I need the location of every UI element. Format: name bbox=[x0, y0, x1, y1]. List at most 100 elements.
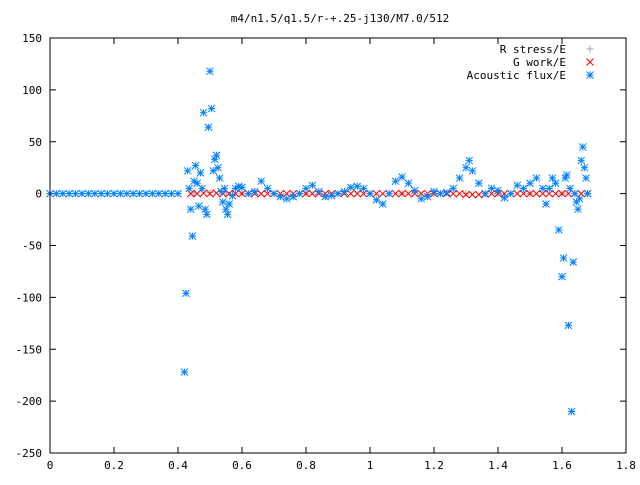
marker-stroke bbox=[538, 184, 547, 193]
x-tick-label: 1.8 bbox=[616, 459, 636, 472]
y-tick-label: 150 bbox=[22, 32, 42, 45]
marker-stroke bbox=[154, 189, 163, 198]
marker-stroke bbox=[185, 184, 194, 193]
marker-stroke bbox=[209, 166, 218, 175]
data-point bbox=[404, 189, 413, 198]
marker-stroke bbox=[586, 71, 594, 79]
data-point bbox=[372, 195, 381, 204]
data-point bbox=[455, 174, 464, 182]
marker-stroke bbox=[191, 161, 200, 170]
marker-stroke bbox=[263, 184, 272, 193]
data-point bbox=[500, 193, 509, 202]
marker-stroke bbox=[225, 200, 234, 208]
data-point bbox=[481, 189, 490, 198]
data-point bbox=[206, 189, 214, 197]
marker-stroke bbox=[346, 189, 355, 198]
marker-stroke bbox=[577, 189, 586, 198]
marker-stroke bbox=[455, 174, 464, 182]
data-point bbox=[372, 189, 381, 198]
data-point bbox=[570, 189, 579, 198]
data-point bbox=[207, 104, 216, 113]
data-point bbox=[199, 189, 208, 197]
marker-stroke bbox=[578, 143, 587, 151]
marker-stroke bbox=[410, 186, 419, 195]
data-point bbox=[410, 186, 419, 195]
marker-stroke bbox=[548, 174, 557, 182]
marker-stroke bbox=[174, 189, 182, 198]
marker-stroke bbox=[194, 202, 203, 210]
marker-stroke bbox=[52, 189, 61, 198]
data-point bbox=[289, 192, 298, 201]
marker-stroke bbox=[302, 184, 310, 193]
y-tick-label: -250 bbox=[16, 447, 43, 460]
marker-stroke bbox=[276, 192, 285, 201]
marker-stroke bbox=[398, 173, 406, 181]
data-point bbox=[526, 189, 534, 198]
data-point bbox=[334, 189, 342, 198]
data-point bbox=[558, 272, 566, 281]
data-point bbox=[430, 187, 438, 196]
marker-stroke bbox=[391, 177, 400, 186]
data-point bbox=[174, 189, 182, 198]
data-point bbox=[385, 189, 394, 198]
data-point bbox=[462, 190, 470, 199]
marker-stroke bbox=[532, 174, 541, 182]
marker-stroke bbox=[308, 181, 317, 190]
data-point bbox=[142, 189, 150, 198]
data-point bbox=[186, 205, 195, 214]
x-tick-label: 0.4 bbox=[168, 459, 188, 472]
data-point bbox=[321, 192, 330, 201]
marker-stroke bbox=[206, 67, 214, 76]
marker-stroke bbox=[190, 177, 198, 186]
data-point bbox=[110, 189, 118, 198]
marker-stroke bbox=[234, 182, 243, 191]
data-point bbox=[182, 289, 190, 298]
data-point bbox=[188, 232, 197, 241]
data-point bbox=[282, 194, 291, 203]
data-point bbox=[71, 189, 80, 198]
data-point bbox=[487, 184, 496, 193]
data-point bbox=[186, 189, 195, 198]
data-point bbox=[78, 189, 86, 198]
marker-stroke bbox=[58, 189, 67, 198]
marker-stroke bbox=[455, 189, 464, 198]
data-point bbox=[398, 189, 406, 198]
marker-stroke bbox=[582, 174, 590, 182]
data-point bbox=[474, 190, 483, 199]
marker-stroke bbox=[212, 151, 221, 160]
marker-stroke bbox=[554, 226, 563, 234]
marker-stroke bbox=[257, 189, 266, 198]
marker-stroke bbox=[583, 189, 592, 198]
marker-stroke bbox=[566, 184, 574, 193]
marker-stroke bbox=[542, 200, 550, 208]
data-point bbox=[209, 166, 218, 175]
marker-stroke bbox=[314, 187, 323, 196]
data-point bbox=[183, 166, 192, 175]
marker-stroke bbox=[182, 289, 190, 298]
data-point bbox=[468, 166, 477, 175]
marker-stroke bbox=[148, 189, 157, 198]
data-point bbox=[238, 183, 246, 192]
data-point bbox=[223, 210, 232, 219]
data-point bbox=[398, 173, 406, 181]
data-points bbox=[46, 67, 592, 416]
marker-stroke bbox=[569, 258, 578, 266]
data-point bbox=[212, 151, 221, 160]
marker-stroke bbox=[417, 194, 426, 203]
marker-stroke bbox=[204, 123, 213, 132]
data-point bbox=[257, 189, 266, 198]
marker-stroke bbox=[378, 200, 387, 208]
legend-label: R stress/E bbox=[500, 43, 566, 56]
marker-stroke bbox=[513, 189, 522, 198]
marker-stroke bbox=[465, 156, 474, 165]
data-point bbox=[366, 189, 374, 198]
data-point bbox=[327, 191, 336, 200]
marker-stroke bbox=[474, 179, 483, 188]
y-tick-label: 100 bbox=[22, 84, 42, 97]
data-point bbox=[526, 179, 534, 188]
data-point bbox=[122, 189, 131, 198]
x-tick-label: 0.6 bbox=[232, 459, 252, 472]
